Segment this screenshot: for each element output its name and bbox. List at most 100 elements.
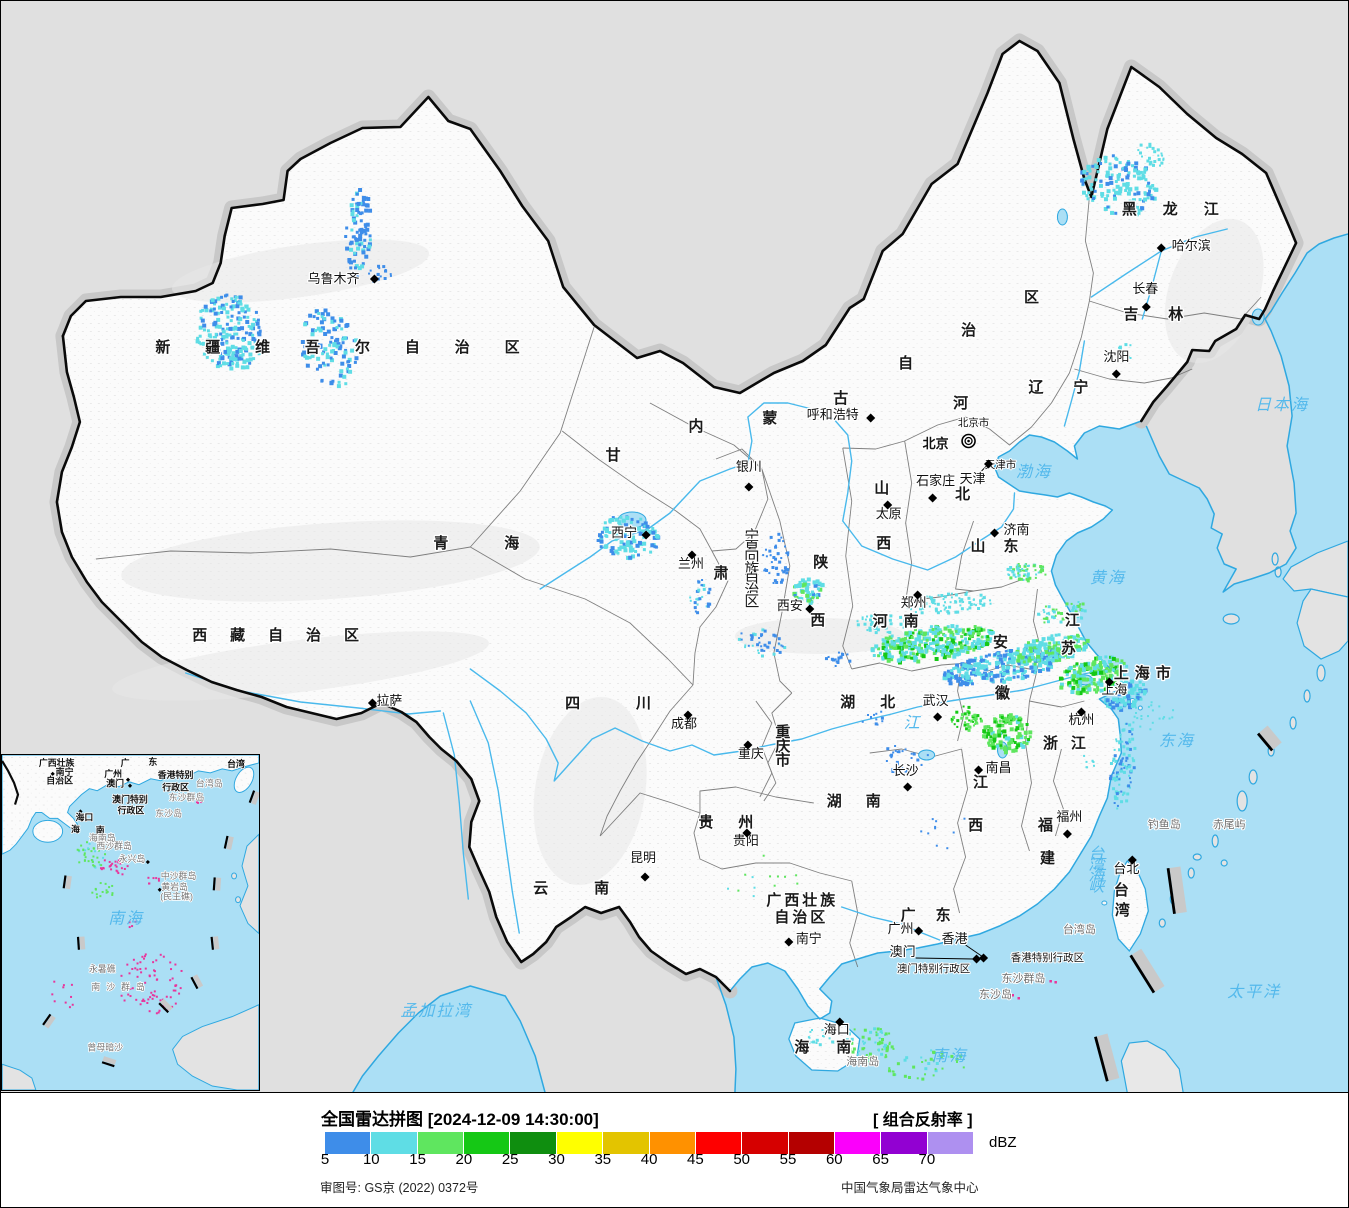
echo-pixel <box>310 353 315 358</box>
echo-pixel <box>1111 656 1116 661</box>
echo-pixel <box>1068 665 1073 670</box>
inset-pink-islet <box>108 865 111 868</box>
echo-pixel <box>864 1041 867 1044</box>
echo-pixel <box>776 875 779 878</box>
echo-pixel <box>1059 620 1063 624</box>
city-label: 重庆 <box>738 746 764 761</box>
echo-pixel <box>769 875 772 878</box>
echo-pixel <box>988 738 993 743</box>
echo-pixel <box>1059 682 1064 687</box>
echo-pixel <box>888 1043 891 1046</box>
echo-pixel <box>596 539 600 542</box>
echo-pixel <box>1128 691 1132 695</box>
echo-pixel <box>1113 164 1118 169</box>
echo-pixel <box>235 362 239 365</box>
echo-pixel <box>910 757 913 759</box>
national-border <box>55 39 1298 993</box>
echo-pixel <box>1124 207 1128 211</box>
echo-pixel <box>206 329 210 333</box>
echo-pixel <box>223 294 227 298</box>
echo-pixel <box>943 671 947 675</box>
echo-pixel <box>221 306 226 311</box>
echo-pixel <box>989 727 994 732</box>
echo-pixel <box>876 628 880 632</box>
echo-pixel <box>365 203 370 208</box>
echo-pixel <box>1096 688 1100 692</box>
inset-echo-pixel <box>77 849 80 852</box>
echo-pixel <box>216 317 221 322</box>
echo-pixel <box>968 664 973 669</box>
echo-pixel <box>960 607 964 611</box>
echo-pixel <box>1040 568 1044 572</box>
echo-pixel <box>835 660 838 663</box>
echo-pixel <box>1026 572 1030 576</box>
city-label: 兰州 <box>678 556 704 571</box>
echo-pixel <box>242 366 246 370</box>
province-label: 徽 <box>994 684 1011 702</box>
inset-pink-islet <box>102 867 105 870</box>
echo-pixel <box>958 641 963 646</box>
echo-pixel <box>1036 654 1041 659</box>
inset-pink-islet <box>142 986 145 989</box>
echo-pixel <box>953 652 957 656</box>
echo-pixel <box>1118 161 1122 165</box>
echo-pixel <box>977 671 982 676</box>
echo-pixel <box>300 340 305 344</box>
echo-pixel <box>811 596 815 600</box>
echo-pixel <box>1114 759 1118 763</box>
echo-pixel <box>784 875 787 878</box>
echo-pixel <box>805 1039 809 1043</box>
inset-pink-islet <box>110 864 113 867</box>
echo-pixel <box>862 1042 865 1045</box>
echo-pixel <box>1122 791 1126 795</box>
echo-pixel <box>1104 655 1108 659</box>
echo-pixel <box>213 299 218 304</box>
echo-pixel <box>928 605 931 608</box>
echo-pixel <box>908 635 913 639</box>
echo-pixel <box>361 262 365 266</box>
echo-pixel <box>961 639 965 643</box>
echo-pixel <box>988 672 992 676</box>
echo-pixel <box>843 1042 847 1046</box>
inset-echo-pixel <box>84 856 87 859</box>
echo-pixel <box>359 227 364 232</box>
echo-pixel <box>1023 730 1028 735</box>
echo-pixel <box>365 222 370 227</box>
echo-pixel <box>216 296 221 301</box>
echo-pixel <box>1051 608 1055 612</box>
echo-pixel <box>942 598 945 601</box>
province-label: 北 <box>955 486 970 503</box>
echo-pixel <box>909 641 914 646</box>
echo-pixel <box>1028 576 1032 580</box>
echo-pixel <box>763 629 767 633</box>
echo-pixel <box>890 753 894 757</box>
echo-pixel <box>915 652 919 656</box>
echo-pixel <box>1096 158 1101 163</box>
echo-pixel <box>1137 149 1140 152</box>
echo-pixel <box>1083 754 1086 757</box>
echo-pixel <box>958 648 963 653</box>
echo-pixel <box>1106 689 1110 693</box>
echo-pixel <box>358 188 363 192</box>
echo-pixel <box>887 1069 891 1073</box>
echo-pixel <box>806 585 810 589</box>
echo-pixel <box>363 245 367 248</box>
echo-pixel <box>772 556 776 559</box>
echo-pixel <box>368 272 371 275</box>
echo-pixel <box>326 312 331 317</box>
echo-pixel <box>366 247 371 252</box>
inset-pink-islet <box>123 984 126 987</box>
dash-shadow <box>213 936 220 950</box>
echo-pixel <box>960 635 964 639</box>
echo-pixel <box>1099 682 1104 687</box>
echo-pixel <box>358 233 363 238</box>
echo-pixel <box>636 520 640 524</box>
echo-pixel <box>366 197 371 201</box>
echo-pixel <box>259 348 264 352</box>
echo-pixel <box>610 546 615 551</box>
echo-pixel <box>1118 172 1122 176</box>
echo-pixel <box>773 579 777 583</box>
echo-pixel <box>954 610 958 614</box>
echo-pixel <box>1006 665 1011 670</box>
echo-pixel <box>982 673 986 677</box>
